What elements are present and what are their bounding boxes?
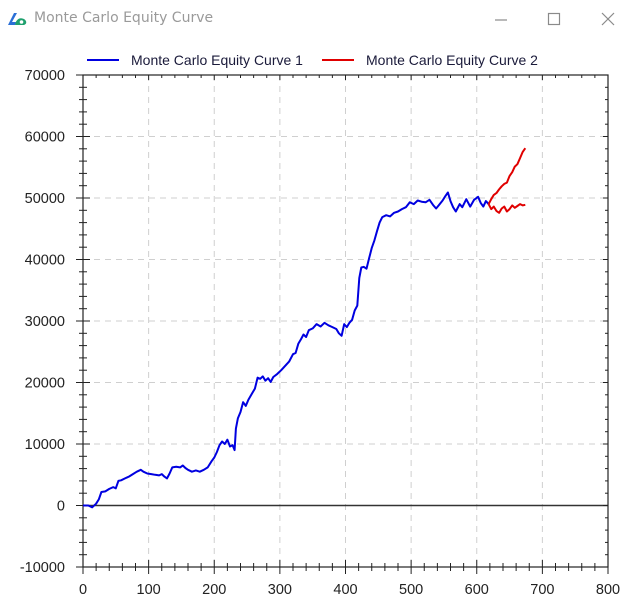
axis-tick-labels: 0 100 200 300 400 500 600 700 800 -10000 0 10000 200… xyxy=(20,68,620,598)
series-line xyxy=(487,203,526,214)
series-line xyxy=(487,147,527,205)
x-tick-label: 400 xyxy=(333,582,357,598)
y-tick-label: -10000 xyxy=(20,560,65,576)
legend-label-curve-2: Monte Carlo Equity Curve 2 xyxy=(366,52,538,68)
legend-item-curve-1[interactable]: Monte Carlo Equity Curve 1 xyxy=(87,50,303,70)
minimize-button[interactable] xyxy=(478,4,524,34)
y-tick-label: 70000 xyxy=(25,68,65,84)
chart-series xyxy=(83,147,527,509)
legend-swatch-curve-2 xyxy=(322,59,354,61)
series-line xyxy=(83,191,490,509)
maximize-button[interactable] xyxy=(531,4,577,34)
chart-axes xyxy=(76,74,609,574)
x-tick-label: 300 xyxy=(268,582,292,598)
x-tick-label: 0 xyxy=(79,582,87,598)
y-tick-label: 0 xyxy=(57,499,65,515)
x-tick-label: 800 xyxy=(596,582,620,598)
x-tick-label: 100 xyxy=(137,582,161,598)
legend-item-curve-2[interactable]: Monte Carlo Equity Curve 2 xyxy=(322,50,538,70)
minimize-icon xyxy=(495,19,507,21)
close-button[interactable] xyxy=(585,4,631,34)
close-icon xyxy=(601,12,615,26)
y-tick-label: 30000 xyxy=(25,314,65,330)
maximize-icon xyxy=(547,12,561,26)
x-tick-label: 700 xyxy=(530,582,554,598)
window-titlebar: Monte Carlo Equity Curve xyxy=(0,0,640,38)
legend-label-curve-1: Monte Carlo Equity Curve 1 xyxy=(131,52,303,68)
chart-grid xyxy=(83,75,608,567)
y-tick-label: 50000 xyxy=(25,191,65,207)
window-title: Monte Carlo Equity Curve xyxy=(34,10,214,26)
x-tick-label: 600 xyxy=(465,582,489,598)
legend-swatch-curve-1 xyxy=(87,59,119,61)
y-tick-label: 20000 xyxy=(25,376,65,392)
y-tick-label: 10000 xyxy=(25,437,65,453)
app-logo-icon xyxy=(8,13,27,25)
x-tick-label: 500 xyxy=(399,582,423,598)
y-tick-label: 40000 xyxy=(25,253,65,269)
chart-legend: Monte Carlo Equity Curve 1 Monte Carlo E… xyxy=(0,50,640,70)
x-tick-label: 200 xyxy=(202,582,226,598)
y-tick-label: 60000 xyxy=(25,130,65,146)
